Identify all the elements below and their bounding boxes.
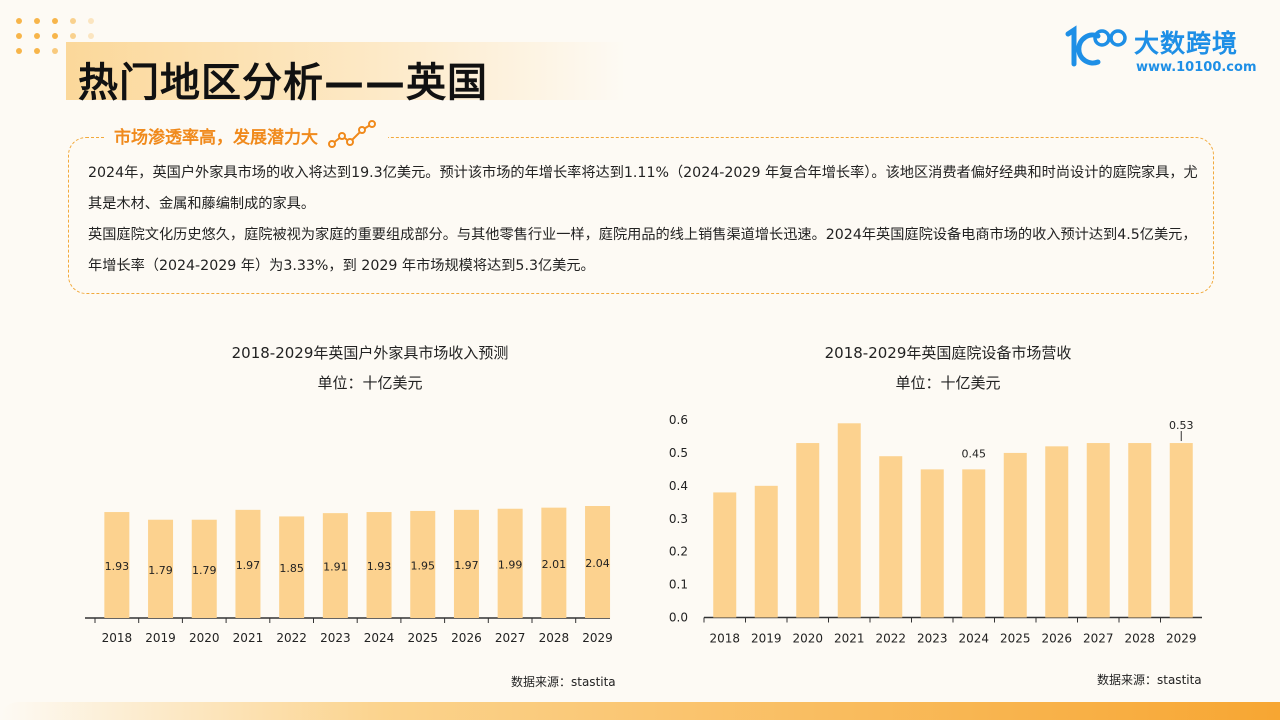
bar bbox=[1128, 443, 1152, 618]
x-tick-label: 2020 bbox=[189, 631, 220, 645]
bar-value-label: 1.79 bbox=[148, 564, 173, 577]
bar-value-label: 1.97 bbox=[236, 559, 261, 572]
bar bbox=[410, 510, 436, 618]
x-tick-label: 2021 bbox=[834, 632, 865, 646]
bar-value-label: 1.91 bbox=[323, 561, 348, 574]
bar bbox=[104, 512, 130, 618]
x-tick-label: 2022 bbox=[276, 631, 307, 645]
bar-annotation-label: 0.53 bbox=[1169, 419, 1194, 432]
y-tick-label: 0.6 bbox=[669, 413, 688, 427]
section-header: 市场渗透率高，发展潜力大 bbox=[104, 120, 388, 150]
paragraph: 2024年，英国户外家具市场的收入将达到19.3亿美元。预计该市场的年增长率将达… bbox=[88, 165, 1198, 212]
bar bbox=[1045, 446, 1069, 618]
bar bbox=[754, 485, 778, 618]
chart2-subtitle: 单位：十亿美元 bbox=[895, 374, 1001, 392]
bar bbox=[796, 443, 820, 618]
bar bbox=[713, 492, 737, 618]
bar-value-label: 1.95 bbox=[411, 559, 436, 572]
x-tick-label: 2023 bbox=[320, 631, 351, 645]
bottom-band bbox=[0, 702, 1280, 720]
x-tick-label: 2025 bbox=[1000, 632, 1031, 646]
paragraph: 英国庭院文化历史悠久，庭院被视为家庭的重要组成部分。与其他零售行业一样，庭院用品… bbox=[88, 227, 1197, 274]
bar bbox=[497, 508, 523, 618]
section-heading: 市场渗透率高，发展潜力大 bbox=[114, 127, 318, 148]
bar-value-label: 1.93 bbox=[367, 560, 392, 573]
bar bbox=[148, 519, 174, 618]
bar bbox=[279, 516, 305, 618]
section-body: 2024年，英国户外家具市场的收入将达到19.3亿美元。预计该市场的年增长率将达… bbox=[88, 158, 1200, 282]
x-tick-label: 2020 bbox=[792, 632, 823, 646]
bar-annotation-label: 0.45 bbox=[962, 447, 987, 460]
logo-mark-icon bbox=[1065, 25, 1127, 67]
logo-name: 大数跨境 bbox=[1134, 29, 1239, 58]
chart1: 1.93 2018 1.79 2019 1.79 2020 1.97 2021 1.85 2022… bbox=[85, 506, 613, 645]
x-tick-label: 2026 bbox=[1041, 632, 1072, 646]
x-tick-label: 2025 bbox=[407, 631, 438, 645]
x-tick-label: 2018 bbox=[709, 632, 740, 646]
chart1-title-block: 2018-2029年英国户外家具市场收入预测 单位：十亿美元 bbox=[160, 338, 580, 398]
x-tick-label: 2027 bbox=[1083, 632, 1114, 646]
bar bbox=[920, 469, 944, 618]
y-tick-label: 0.3 bbox=[669, 512, 688, 526]
bar bbox=[585, 506, 611, 618]
x-tick-label: 2028 bbox=[1124, 632, 1155, 646]
bar-value-label: 1.79 bbox=[192, 564, 217, 577]
bar bbox=[1169, 443, 1193, 618]
y-tick-label: 0.5 bbox=[669, 446, 688, 460]
summary-box bbox=[68, 137, 1214, 294]
chart2: 0.0 0.1 0.2 0.3 0.4 0.5 0.6 2018 2019 2020 2021 202… bbox=[669, 413, 1202, 646]
bar-value-label: 2.04 bbox=[585, 557, 610, 570]
chart1-subtitle: 单位：十亿美元 bbox=[317, 374, 423, 392]
bar-value-label: 1.85 bbox=[279, 562, 304, 575]
title-band bbox=[66, 42, 626, 100]
bar bbox=[1086, 443, 1110, 618]
chart2-title-block: 2018-2029年英国庭院设备市场营收 单位：十亿美元 bbox=[738, 338, 1158, 398]
bar-value-label: 1.99 bbox=[498, 558, 523, 571]
x-tick-label: 2024 bbox=[364, 631, 395, 645]
chart1-source: 数据来源：stastita bbox=[511, 675, 616, 689]
y-tick-label: 0.0 bbox=[669, 611, 688, 625]
bar bbox=[235, 509, 261, 618]
bar bbox=[962, 469, 986, 618]
bar bbox=[453, 509, 479, 618]
x-tick-label: 2027 bbox=[495, 631, 526, 645]
bar bbox=[191, 519, 217, 618]
bar bbox=[366, 512, 392, 618]
y-tick-label: 0.4 bbox=[669, 479, 688, 493]
x-tick-label: 2019 bbox=[145, 631, 176, 645]
x-tick-label: 2021 bbox=[233, 631, 264, 645]
logo-url: www.10100.com bbox=[1136, 60, 1257, 75]
bar bbox=[879, 456, 903, 618]
bar bbox=[541, 507, 567, 618]
x-tick-label: 2029 bbox=[582, 631, 613, 645]
bar-value-label: 2.01 bbox=[542, 558, 567, 571]
x-tick-label: 2029 bbox=[1166, 632, 1197, 646]
x-tick-label: 2022 bbox=[875, 632, 906, 646]
bar-value-label: 1.93 bbox=[105, 560, 130, 573]
x-tick-label: 2028 bbox=[539, 631, 570, 645]
trend-line-icon bbox=[328, 120, 376, 148]
bar bbox=[1003, 452, 1027, 618]
chart2-title: 2018-2029年英国庭院设备市场营收 bbox=[824, 344, 1072, 362]
x-tick-label: 2024 bbox=[958, 632, 989, 646]
page-title: 热门地区分析——英国 bbox=[78, 60, 488, 106]
logo: 大数跨境 www.10100.com bbox=[1062, 24, 1262, 80]
y-tick-label: 0.1 bbox=[669, 578, 688, 592]
x-tick-label: 2018 bbox=[102, 631, 133, 645]
chart2-source: 数据来源：stastita bbox=[1097, 673, 1202, 687]
chart1-title: 2018-2029年英国户外家具市场收入预测 bbox=[231, 344, 509, 362]
x-tick-label: 2019 bbox=[751, 632, 782, 646]
bar bbox=[837, 423, 861, 618]
x-tick-label: 2026 bbox=[451, 631, 482, 645]
y-tick-label: 0.2 bbox=[669, 545, 688, 559]
x-tick-label: 2023 bbox=[917, 632, 948, 646]
bar bbox=[322, 513, 348, 618]
bar-value-label: 1.97 bbox=[454, 559, 479, 572]
